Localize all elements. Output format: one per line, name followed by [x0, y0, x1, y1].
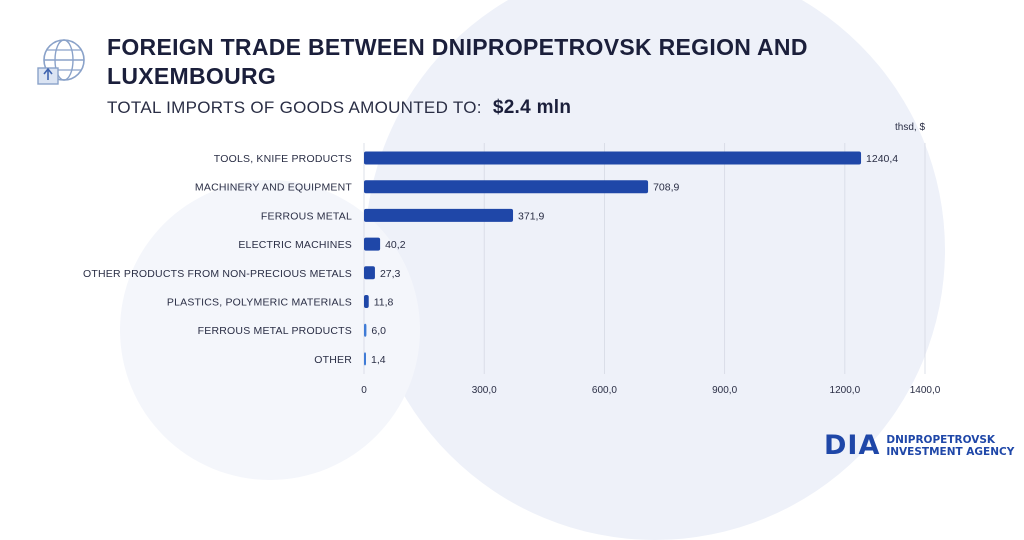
chart-title: FOREIGN TRADE BETWEEN DNIPROPETROVSK REG… — [107, 34, 808, 89]
data-label: 371,9 — [518, 210, 544, 222]
category-label: PLASTICS, POLYMERIC MATERIALS — [167, 297, 352, 309]
category-label: OTHER PRODUCTS FROM NON-PRECIOUS METALS — [83, 268, 352, 280]
x-tick-label: 600,0 — [592, 385, 617, 396]
category-label: MACHINERY AND EQUIPMENT — [195, 182, 352, 194]
x-tick-label: 0 — [361, 385, 367, 396]
data-label: 11,8 — [374, 297, 394, 309]
unit-label: thsd, $ — [895, 122, 926, 133]
bar — [364, 151, 862, 165]
logo-name-line1: DNIPROPETROVSK — [886, 433, 996, 446]
category-label: TOOLS, KNIFE PRODUCTS — [214, 153, 352, 165]
category-label: ELECTRIC MACHINES — [238, 239, 352, 251]
x-tick-label: 1400,0 — [910, 385, 941, 396]
dia-logo: DIA DNIPROPETROVSK INVESTMENT AGENCY — [824, 432, 1014, 459]
x-tick-label: 900,0 — [712, 385, 737, 396]
data-label: 27,3 — [380, 268, 401, 280]
bar — [364, 266, 375, 280]
x-tick-label: 300,0 — [472, 385, 497, 396]
category-label: OTHER — [314, 354, 352, 366]
bar — [364, 295, 369, 308]
data-label: 1,4 — [371, 354, 386, 366]
bar-chart: 0 300,0 600,0 900,0 1200,0 1400,0 TOOLS, KNIFE… — [83, 143, 941, 396]
bar — [364, 352, 366, 366]
category-label: FERROUS METAL PRODUCTS — [198, 325, 352, 337]
x-tick-label: 1200,0 — [830, 385, 861, 396]
background-circle-small — [120, 180, 420, 480]
chart-subtitle: TOTAL IMPORTS OF GOODS AMOUNTED TO: $2.4… — [107, 97, 571, 119]
bar — [364, 180, 649, 194]
logo-mark: DIA — [824, 430, 881, 461]
data-label: 1240,4 — [866, 153, 898, 165]
data-label: 6,0 — [371, 325, 386, 337]
logo-name-line2: INVESTMENT AGENCY — [886, 445, 1015, 458]
bar — [364, 208, 514, 222]
total-imports-value: $2.4 mln — [492, 97, 572, 118]
data-label: 708,9 — [653, 182, 679, 194]
background-circle — [365, 0, 945, 540]
data-label: 40,2 — [385, 239, 406, 251]
globe-import-icon — [37, 39, 85, 85]
category-label: FERROUS METAL — [261, 210, 352, 222]
logo-name: DNIPROPETROVSK INVESTMENT AGENCY — [886, 434, 1014, 458]
bar — [364, 237, 381, 251]
bar — [364, 323, 367, 337]
subtitle-label: TOTAL IMPORTS OF GOODS AMOUNTED TO: — [107, 98, 482, 117]
